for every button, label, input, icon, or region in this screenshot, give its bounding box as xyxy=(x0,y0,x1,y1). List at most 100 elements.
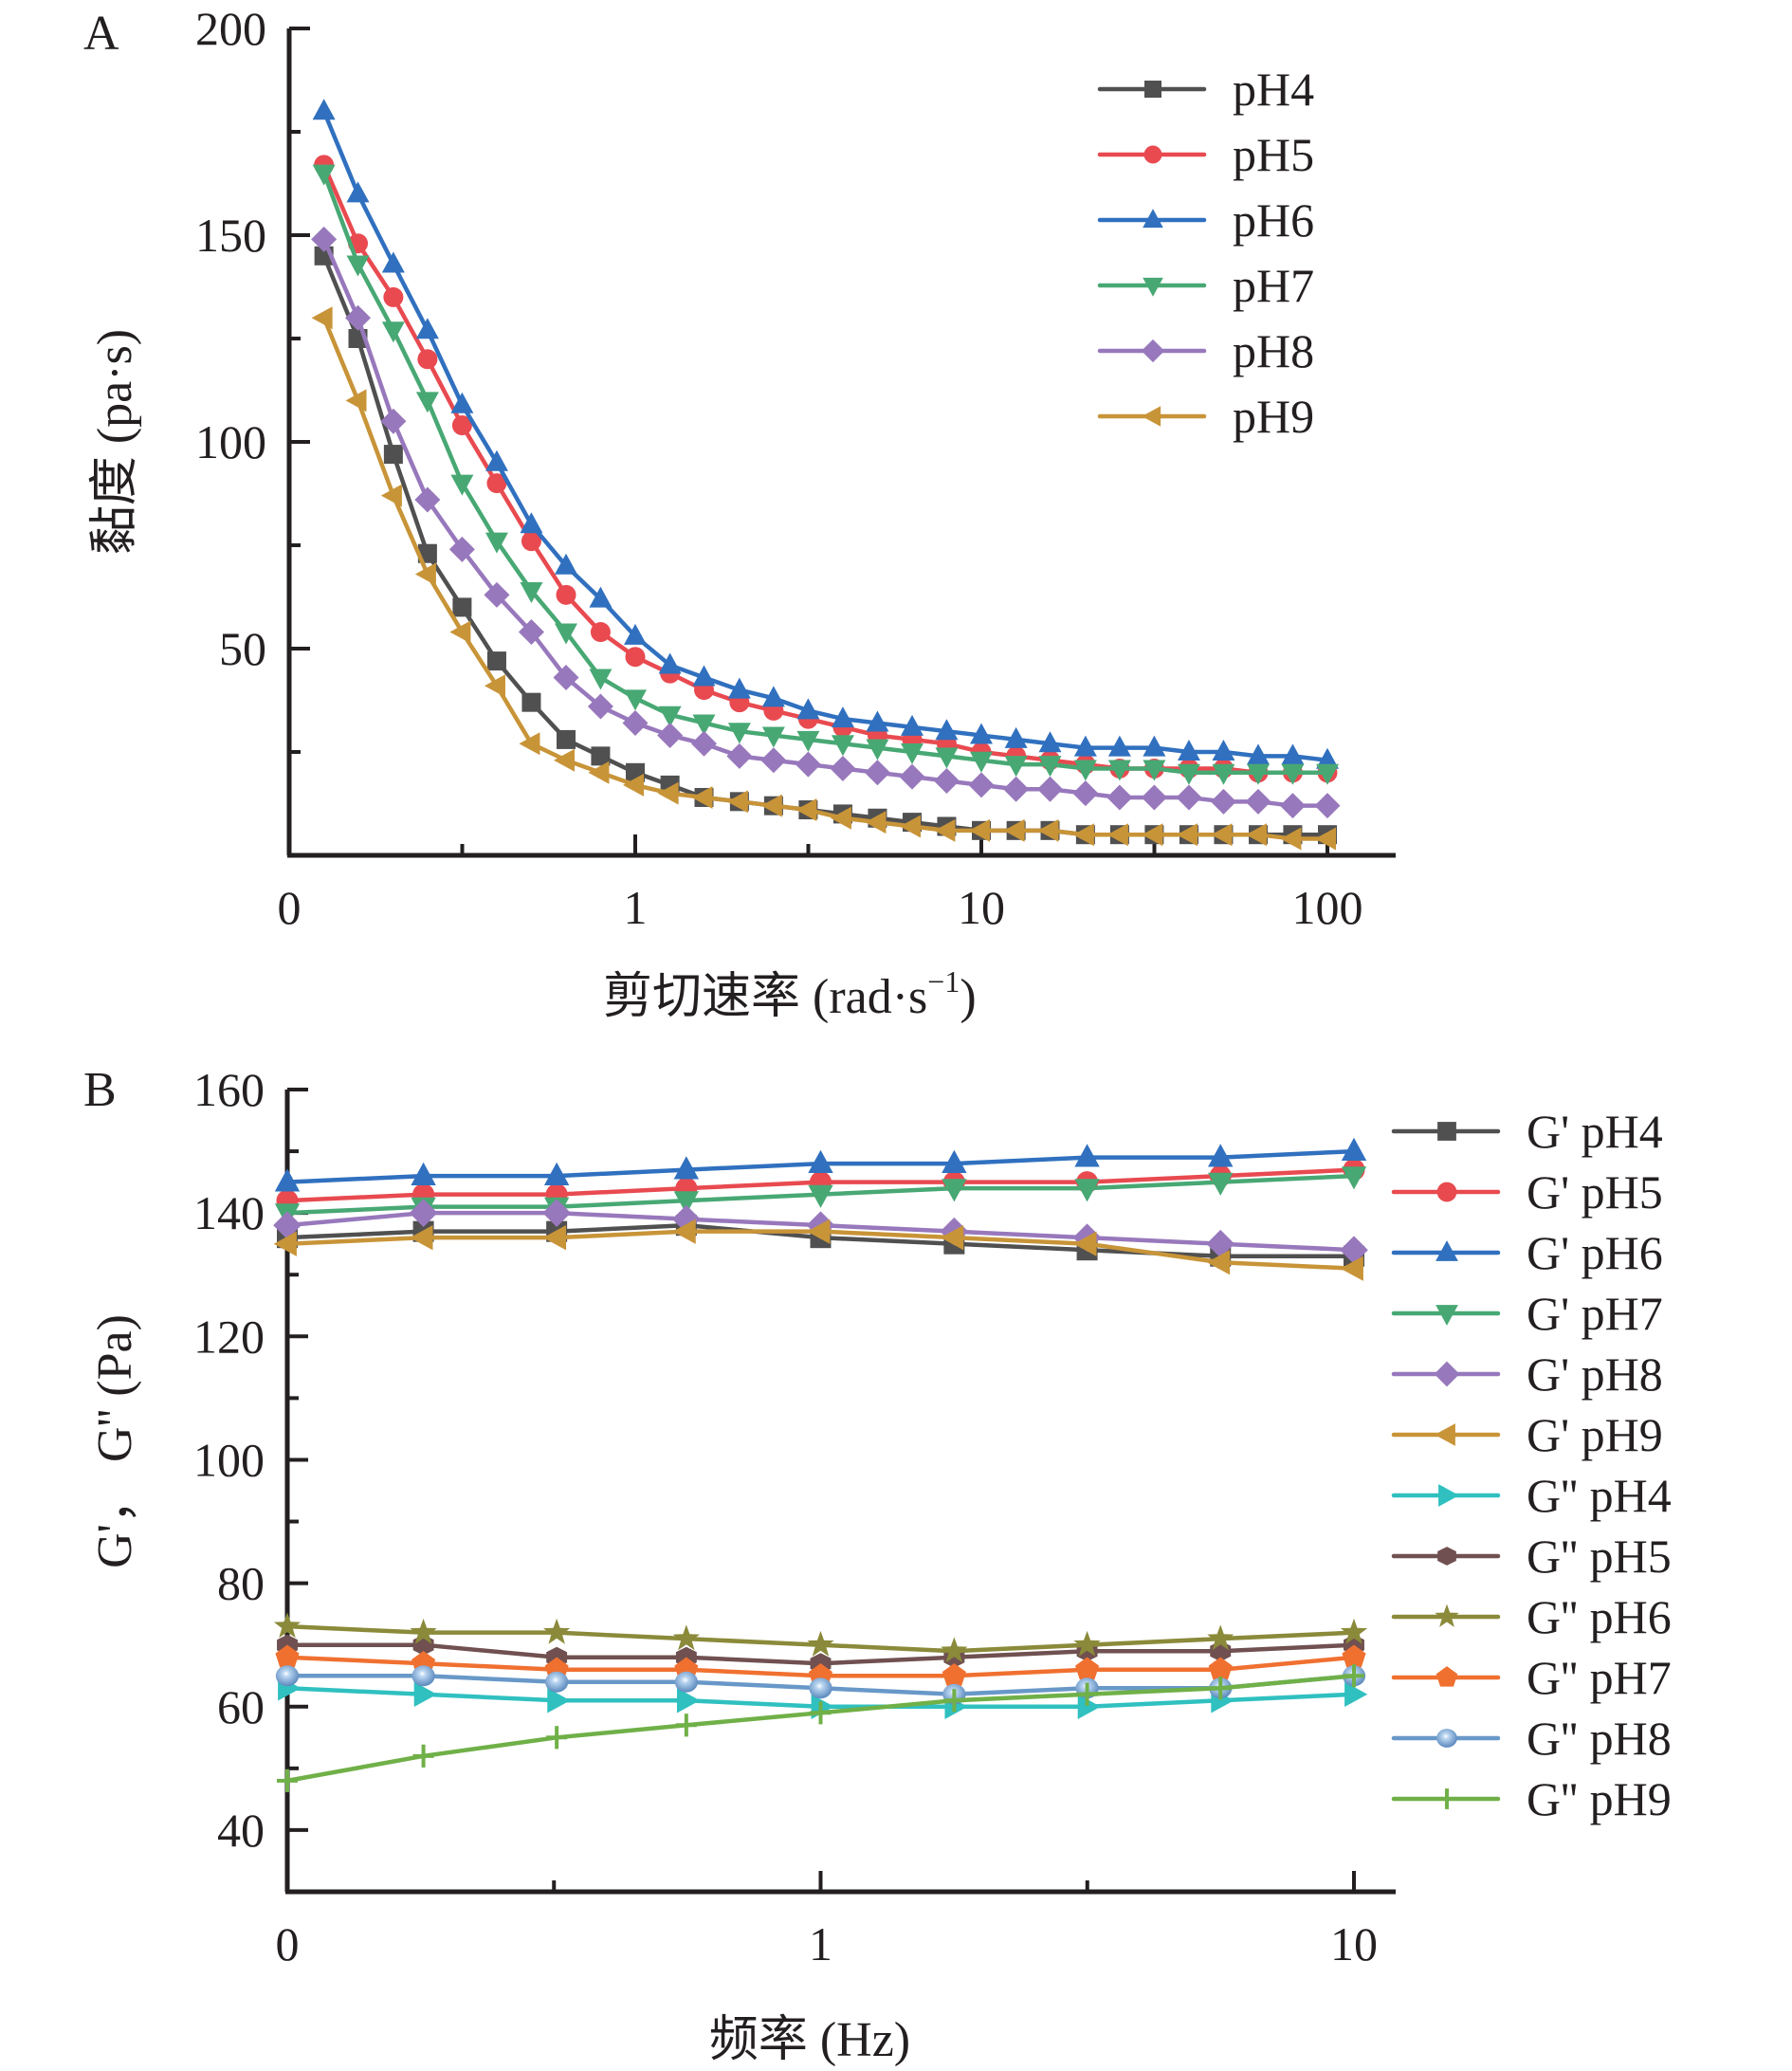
series-g-ph9 xyxy=(273,1219,1363,1281)
data-point xyxy=(411,1162,436,1186)
data-point xyxy=(831,706,854,728)
y-tick-label: 50 xyxy=(219,622,266,675)
data-point xyxy=(486,651,506,671)
data-point xyxy=(675,1714,697,1737)
panel-b-y-axis-title: G'， G'' (Pa) xyxy=(88,1314,142,1568)
y-tick-label: 40 xyxy=(217,1804,265,1857)
data-point xyxy=(485,532,508,554)
data-point xyxy=(691,785,713,809)
data-point xyxy=(380,484,402,507)
legend-marker xyxy=(1143,277,1163,297)
data-point xyxy=(484,581,510,608)
data-point xyxy=(1072,780,1099,807)
y-tick-label: 60 xyxy=(217,1680,265,1733)
data-point xyxy=(381,251,405,273)
panel-a-y-axis-title: 黏度 (pa·s) xyxy=(88,329,142,555)
y-tick-label: 150 xyxy=(195,209,266,262)
data-point xyxy=(657,781,679,805)
y-tick-label: 80 xyxy=(217,1557,265,1610)
data-point xyxy=(1316,747,1339,769)
data-point xyxy=(830,806,851,830)
data-point xyxy=(726,742,753,769)
legend-item: G'' pH7 xyxy=(1391,1651,1672,1704)
data-point xyxy=(760,794,782,817)
data-point xyxy=(901,743,924,764)
data-point xyxy=(589,586,613,608)
data-point xyxy=(1342,1644,1366,1668)
data-point xyxy=(452,597,472,617)
data-point xyxy=(590,622,611,643)
panel-b-series xyxy=(273,1137,1368,1792)
legend-label: G'' pH8 xyxy=(1527,1712,1672,1765)
data-point xyxy=(934,818,956,842)
data-point xyxy=(1207,1624,1234,1651)
data-point xyxy=(1004,726,1028,748)
data-point xyxy=(273,1231,297,1256)
data-point xyxy=(312,164,336,186)
legend-marker xyxy=(1436,1729,1457,1748)
legend-label: pH5 xyxy=(1233,128,1314,181)
data-point xyxy=(273,1612,302,1639)
y-tick-label: 100 xyxy=(193,1433,265,1486)
data-point xyxy=(1212,763,1235,785)
panel-b-label: B xyxy=(83,1063,117,1117)
legend-item: G'' pH4 xyxy=(1391,1469,1672,1522)
x-tick-label: 10 xyxy=(1330,1917,1378,1970)
data-point xyxy=(808,1149,833,1173)
data-point xyxy=(1106,823,1128,847)
panel-a-x-axis-title-end: ) xyxy=(960,970,976,1024)
data-point xyxy=(933,768,960,795)
data-point xyxy=(1004,756,1028,778)
data-point xyxy=(450,392,474,413)
panel-a-x-axis-title: 剪切速率 (rad·s−1) xyxy=(603,964,977,1024)
data-point xyxy=(796,698,820,720)
data-point xyxy=(555,623,578,645)
legend-label: pH9 xyxy=(1233,390,1314,443)
data-point xyxy=(1316,763,1339,785)
data-point xyxy=(726,790,748,814)
data-point xyxy=(831,735,854,757)
x-tick-label: 1 xyxy=(809,1917,832,1970)
data-point xyxy=(383,445,403,465)
y-tick-label: 200 xyxy=(195,2,266,55)
data-point xyxy=(546,1726,568,1750)
data-point xyxy=(625,647,646,668)
data-point xyxy=(727,677,751,699)
data-point xyxy=(942,1179,967,1202)
series-g-ph6 xyxy=(274,1137,1367,1192)
legend-label: pH6 xyxy=(1233,193,1314,247)
series-ph7 xyxy=(312,164,1339,785)
data-point xyxy=(935,719,959,741)
data-point xyxy=(1206,1229,1235,1258)
data-point xyxy=(1212,740,1235,761)
legend-label: G'' pH9 xyxy=(1527,1772,1672,1825)
legend-item: G' pH8 xyxy=(1391,1347,1663,1401)
data-point xyxy=(1208,1172,1234,1196)
data-point xyxy=(942,1149,967,1173)
series-ph5 xyxy=(314,155,1338,783)
legend-label: G'' pH5 xyxy=(1527,1530,1672,1583)
data-point xyxy=(554,748,576,772)
data-point xyxy=(1177,740,1200,761)
series-ph6 xyxy=(312,99,1339,769)
data-point xyxy=(555,553,578,575)
legend-item: G'' pH6 xyxy=(1391,1590,1672,1643)
panel-b-axes: 40 60 80 100 120 140 160 0 1 10 xyxy=(193,1063,1396,1970)
legend-marker xyxy=(1437,1122,1456,1141)
legend-label: G' pH5 xyxy=(1527,1165,1663,1219)
data-point xyxy=(346,181,370,203)
data-point xyxy=(1074,1144,1100,1167)
y-tick-label: 140 xyxy=(193,1186,265,1239)
data-point xyxy=(1177,763,1200,785)
data-point xyxy=(414,562,436,586)
data-point xyxy=(760,747,787,774)
data-point xyxy=(1075,1657,1100,1680)
data-point xyxy=(484,674,505,698)
legend-item: pH7 xyxy=(1097,259,1314,312)
legend-item: G' pH9 xyxy=(1391,1408,1663,1461)
data-point xyxy=(1003,818,1025,842)
data-point xyxy=(312,99,336,120)
data-point xyxy=(968,772,995,798)
data-point xyxy=(657,723,684,749)
data-point xyxy=(1072,823,1094,847)
